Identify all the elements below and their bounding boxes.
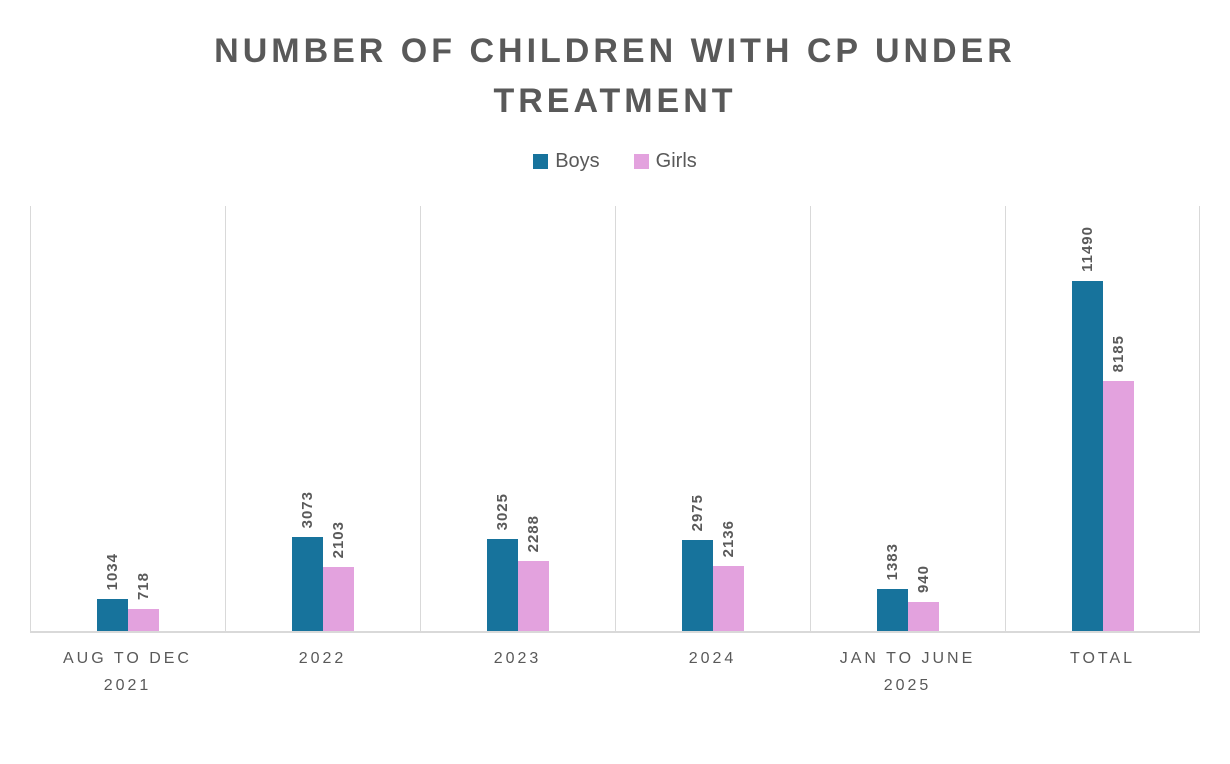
bar-boys xyxy=(292,537,323,631)
x-axis-tick-label: 2022 xyxy=(298,650,347,667)
category-panel: 11490 8185 xyxy=(1005,206,1200,631)
chart-title: NUMBER OF CHILDREN WITH CP UNDER TREATME… xyxy=(214,32,1016,120)
bar-girls xyxy=(323,567,354,631)
bar-boys xyxy=(97,599,128,631)
legend-label-boys: Boys xyxy=(555,150,600,172)
bar-value-label: 2136 xyxy=(720,519,737,557)
bar-group-girls: 2136 xyxy=(713,520,744,631)
legend: Boys Girls xyxy=(0,150,1230,173)
bar-value-label: 940 xyxy=(915,564,932,593)
bar-group-boys: 3073 xyxy=(292,491,323,631)
bar-value-label: 3073 xyxy=(299,490,316,528)
bar-group-girls: 2103 xyxy=(323,521,354,631)
bar-group-girls: 940 xyxy=(908,565,939,631)
category-panel: 1383 940 xyxy=(810,206,1005,631)
x-axis-tick-label: TOTAL xyxy=(1069,650,1136,667)
bar-boys xyxy=(682,540,713,631)
bar-value-label: 718 xyxy=(135,571,152,600)
bar-group-boys: 3025 xyxy=(487,493,518,631)
bar-boys xyxy=(487,539,518,631)
bar-group-boys: 11490 xyxy=(1071,226,1103,631)
bar-value-label: 3025 xyxy=(494,492,511,530)
girls-series-swatch-icon xyxy=(633,154,649,169)
bar-group-girls: 2288 xyxy=(518,515,549,631)
bar-group-boys: 1383 xyxy=(877,543,908,631)
category-panel: 2975 2136 xyxy=(615,206,810,631)
bar-girls xyxy=(518,561,549,631)
bar-value-label: 11490 xyxy=(1078,226,1096,272)
category-panel: 1034 718 xyxy=(30,206,225,631)
x-axis-tick-label: AUG TO DEC 2021 xyxy=(63,650,192,694)
plot-area: 1034 718 3073 2103 3025 2288 2975 2136 1383 940 11… xyxy=(30,206,1200,633)
bar-value-label: 2103 xyxy=(330,520,347,558)
x-axis-tick-label: 2024 xyxy=(688,650,737,667)
bar-value-label: 1383 xyxy=(884,542,901,580)
bar-value-label: 2288 xyxy=(525,514,542,552)
bar-group-boys: 1034 xyxy=(97,553,128,631)
bar-value-label: 1034 xyxy=(104,552,121,590)
x-axis-tick-label: JAN TO JUNE 2025 xyxy=(839,650,976,694)
bar-group-boys: 2975 xyxy=(682,494,713,631)
bar-boys xyxy=(1071,281,1103,631)
bar-girls xyxy=(1102,381,1134,631)
bar-girls xyxy=(908,602,939,631)
boys-series-swatch-icon xyxy=(533,154,549,169)
x-axis-labels: AUG TO DEC 2021 2022 2023 2024 JAN TO JUNE 2… xyxy=(30,633,1200,699)
legend-label-girls: Girls xyxy=(655,150,697,172)
bar-girls xyxy=(713,566,744,631)
bar-group-girls: 718 xyxy=(128,572,159,631)
category-panel: 3073 2103 xyxy=(225,206,420,631)
category-panel: 3025 2288 xyxy=(420,206,615,631)
bar-boys xyxy=(877,589,908,631)
x-axis-tick-label: 2023 xyxy=(493,650,542,667)
bar-girls xyxy=(128,609,159,631)
bar-group-girls: 8185 xyxy=(1102,334,1134,631)
bar-value-label: 8185 xyxy=(1109,334,1127,372)
bar-value-label: 2975 xyxy=(689,493,706,531)
legend-item-girls: Girls xyxy=(633,150,697,173)
chart-page: NUMBER OF CHILDREN WITH CP UNDER TREATME… xyxy=(0,26,1230,764)
legend-item-boys: Boys xyxy=(533,150,600,173)
